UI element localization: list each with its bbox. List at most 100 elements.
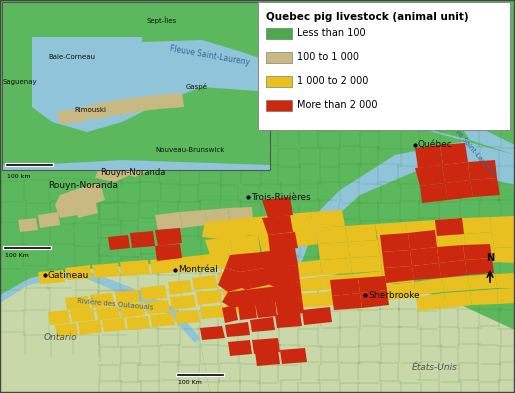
Polygon shape [80, 260, 515, 393]
Text: Saguenay: Saguenay [3, 79, 37, 85]
Text: Fleuve Saint-Laureny: Fleuve Saint-Laureny [169, 44, 251, 67]
Polygon shape [468, 274, 497, 290]
Polygon shape [380, 253, 412, 270]
Polygon shape [410, 247, 439, 266]
Polygon shape [495, 273, 515, 288]
Polygon shape [465, 258, 494, 275]
Polygon shape [222, 285, 247, 300]
Polygon shape [275, 295, 298, 310]
Text: Rivière des Outaouais: Rivière des Outaouais [77, 298, 153, 311]
Polygon shape [225, 322, 250, 337]
Polygon shape [315, 226, 348, 244]
Polygon shape [280, 348, 307, 364]
Polygon shape [435, 218, 464, 236]
Polygon shape [310, 210, 345, 228]
Polygon shape [168, 280, 192, 295]
Polygon shape [332, 293, 362, 310]
Polygon shape [140, 285, 167, 300]
Polygon shape [108, 235, 130, 250]
Polygon shape [228, 340, 252, 356]
Polygon shape [320, 258, 352, 275]
Polygon shape [272, 280, 296, 295]
Text: More than 2 000: More than 2 000 [297, 101, 377, 110]
Polygon shape [78, 320, 102, 335]
Polygon shape [115, 290, 140, 305]
Polygon shape [275, 312, 302, 328]
Polygon shape [439, 249, 468, 267]
Bar [2, 2, 270, 170]
Polygon shape [200, 305, 225, 319]
Polygon shape [175, 310, 200, 324]
Polygon shape [460, 118, 515, 155]
Polygon shape [196, 290, 222, 305]
Polygon shape [262, 265, 300, 287]
Polygon shape [345, 224, 377, 242]
Polygon shape [416, 293, 446, 311]
Polygon shape [415, 165, 445, 186]
Polygon shape [102, 318, 126, 332]
Polygon shape [155, 244, 182, 261]
Polygon shape [202, 218, 250, 240]
Polygon shape [155, 212, 182, 230]
Polygon shape [173, 150, 208, 170]
Polygon shape [285, 228, 318, 248]
Polygon shape [408, 230, 437, 250]
Text: Rouyn-Noranda: Rouyn-Noranda [48, 180, 118, 189]
Polygon shape [242, 215, 282, 237]
Polygon shape [0, 268, 200, 343]
Polygon shape [225, 300, 250, 315]
Text: Rimouski: Rimouski [74, 107, 106, 113]
Polygon shape [200, 326, 225, 340]
Polygon shape [280, 120, 515, 280]
Text: Sept-Îles: Sept-Îles [147, 16, 177, 24]
Polygon shape [157, 93, 184, 109]
Polygon shape [354, 285, 386, 303]
Polygon shape [228, 250, 262, 268]
Text: Sherbrooke: Sherbrooke [368, 290, 420, 299]
Polygon shape [202, 252, 230, 270]
Polygon shape [360, 290, 389, 308]
Polygon shape [415, 145, 443, 168]
Text: 100 Km: 100 Km [5, 253, 29, 258]
Bar [266, 52, 292, 63]
Polygon shape [218, 268, 242, 292]
Polygon shape [170, 295, 196, 310]
Polygon shape [445, 180, 473, 200]
Polygon shape [142, 37, 270, 62]
Polygon shape [250, 297, 275, 312]
Polygon shape [82, 102, 110, 120]
Text: Montréal: Montréal [178, 266, 218, 274]
Polygon shape [275, 298, 304, 316]
Polygon shape [384, 266, 414, 283]
Polygon shape [490, 216, 515, 232]
Polygon shape [150, 313, 175, 327]
Polygon shape [442, 276, 470, 292]
Polygon shape [55, 323, 78, 337]
Polygon shape [57, 108, 85, 124]
Polygon shape [55, 188, 85, 210]
Polygon shape [410, 252, 441, 268]
Polygon shape [268, 205, 295, 225]
Text: Quebec pig livestock (animal unit): Quebec pig livestock (animal unit) [266, 12, 469, 22]
Text: Fleuve Saint-Laurent: Fleuve Saint-Laurent [444, 116, 495, 176]
Polygon shape [38, 212, 60, 228]
Polygon shape [132, 95, 159, 112]
Polygon shape [292, 260, 322, 278]
Polygon shape [382, 268, 414, 284]
Polygon shape [318, 242, 350, 260]
Polygon shape [270, 265, 294, 280]
Polygon shape [120, 303, 145, 318]
Polygon shape [222, 290, 247, 308]
Polygon shape [405, 220, 437, 238]
Polygon shape [258, 233, 288, 252]
Polygon shape [324, 288, 356, 306]
Bar [2, 2, 270, 170]
Polygon shape [48, 310, 70, 325]
Polygon shape [55, 202, 78, 218]
Text: N: N [486, 253, 494, 263]
Polygon shape [95, 160, 130, 182]
Text: Québec: Québec [418, 141, 453, 149]
Polygon shape [0, 270, 210, 393]
Polygon shape [463, 244, 492, 260]
Polygon shape [348, 240, 380, 258]
